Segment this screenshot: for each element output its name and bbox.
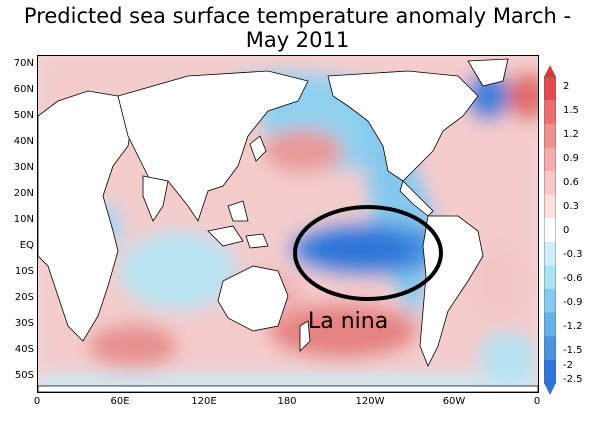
y-tick-20n: 20N — [13, 188, 34, 199]
cbar-label-0-3: 0.3 — [563, 201, 579, 212]
cbar-label-neg-0-9: -0.9 — [563, 297, 583, 308]
la-nina-label: La nina — [308, 309, 389, 334]
y-tick-60n: 60N — [13, 84, 34, 95]
cbar-label-neg-0-6: -0.6 — [563, 273, 583, 284]
sst-anomaly-map — [37, 55, 539, 393]
x-tick-120e: 120E — [191, 396, 217, 407]
cbar-label-2: 2 — [563, 81, 570, 92]
y-tick-eq: EQ — [19, 240, 34, 251]
y-tick-10s: 10S — [14, 266, 34, 277]
cbar-label-neg-2: -2 — [563, 360, 573, 371]
map-title: Predicted sea surface temperature anomal… — [23, 4, 572, 52]
cbar-label-neg-0-3: -0.3 — [563, 249, 583, 260]
x-tick-0: 0 — [33, 396, 41, 407]
y-tick-50s: 50S — [14, 370, 34, 381]
x-tick-0-end: 0 — [533, 396, 541, 407]
y-tick-10n: 10N — [13, 214, 34, 225]
cbar-label-0: 0 — [563, 225, 570, 236]
y-tick-70n: 70N — [13, 58, 34, 69]
la-nina-outline — [293, 205, 443, 301]
y-tick-40s: 40S — [14, 344, 34, 355]
map-canvas — [38, 56, 538, 392]
cbar-label-0-6: 0.6 — [563, 177, 579, 188]
cbar-label-neg-1-5: -1.5 — [563, 345, 583, 356]
x-tick-120w: 120W — [355, 396, 385, 407]
cbar-label-neg-2-5: -2.5 — [563, 374, 583, 385]
cbar-label-1-5: 1.5 — [563, 105, 579, 116]
y-tick-40n: 40N — [13, 136, 34, 147]
cbar-label-0-9: 0.9 — [563, 153, 579, 164]
y-tick-30s: 30S — [14, 318, 34, 329]
cbar-label-neg-1-2: -1.2 — [563, 321, 583, 332]
x-tick-60e: 60E — [110, 396, 130, 407]
y-tick-30n: 30N — [13, 162, 34, 173]
x-tick-180: 180 — [277, 396, 297, 407]
cbar-label-1-2: 1.2 — [563, 129, 579, 140]
y-tick-20s: 20S — [14, 292, 34, 303]
land-masses — [38, 58, 538, 392]
colorbar — [544, 65, 556, 395]
x-tick-60w: 60W — [442, 396, 466, 407]
y-tick-50n: 50N — [13, 110, 34, 121]
